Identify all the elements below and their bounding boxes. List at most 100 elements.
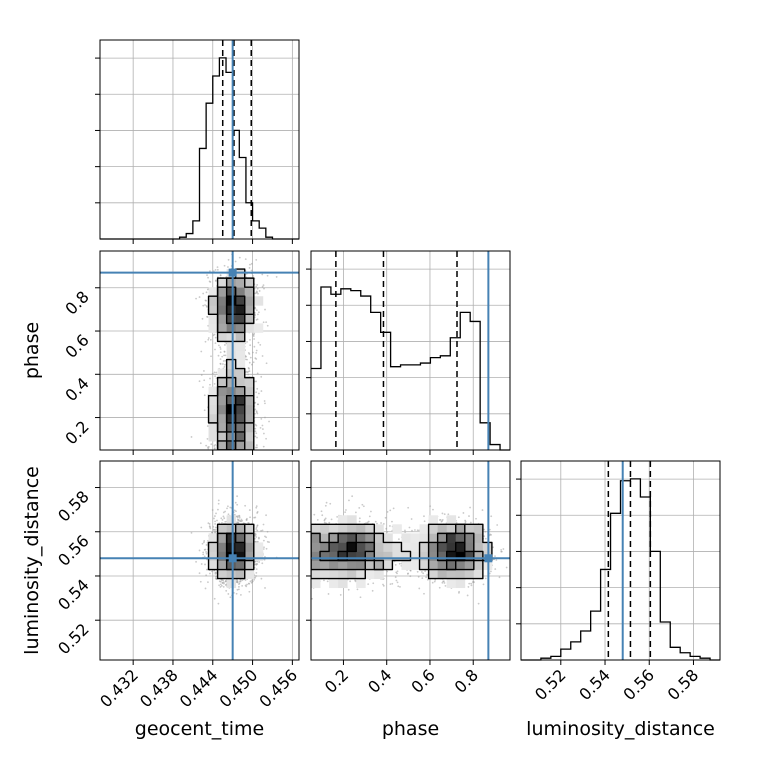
sample-point bbox=[219, 351, 222, 354]
sample-point bbox=[254, 423, 257, 426]
sample-point bbox=[216, 519, 218, 522]
sample-point bbox=[257, 403, 259, 406]
sample-point bbox=[261, 424, 264, 427]
sample-point bbox=[256, 396, 259, 399]
density-cell bbox=[208, 314, 218, 324]
sample-point bbox=[249, 356, 252, 359]
sample-point bbox=[255, 432, 258, 435]
density-cell bbox=[235, 440, 246, 450]
density-cell bbox=[208, 395, 218, 406]
sample-point bbox=[257, 341, 260, 344]
sample-point bbox=[203, 541, 205, 544]
sample-point bbox=[266, 324, 269, 327]
density-cell bbox=[226, 440, 237, 450]
sample-point bbox=[257, 313, 259, 316]
sample-point bbox=[213, 597, 216, 600]
sample-point bbox=[249, 344, 252, 347]
density-cell bbox=[226, 296, 237, 306]
sample-point bbox=[248, 582, 250, 585]
density-cell bbox=[244, 386, 255, 397]
sample-point bbox=[254, 430, 257, 433]
sample-point bbox=[213, 529, 216, 531]
density-cell bbox=[217, 431, 228, 442]
density-cell bbox=[235, 332, 246, 342]
sample-point bbox=[244, 504, 247, 507]
sample-point bbox=[219, 586, 222, 588]
density-cell bbox=[235, 368, 246, 379]
density-cell bbox=[226, 368, 237, 379]
density-cell bbox=[235, 305, 246, 315]
sample-point bbox=[224, 363, 226, 366]
sample-point bbox=[258, 290, 261, 292]
sample-point bbox=[251, 363, 253, 366]
sample-point bbox=[223, 350, 226, 353]
density-cell bbox=[253, 296, 264, 306]
sample-point bbox=[256, 318, 259, 321]
sample-point bbox=[202, 386, 204, 389]
sample-point bbox=[252, 335, 255, 338]
density-cell bbox=[253, 323, 264, 333]
sample-point bbox=[218, 344, 220, 347]
sample-point bbox=[219, 583, 222, 586]
sample-point bbox=[248, 361, 251, 364]
sample-point bbox=[198, 296, 201, 298]
sample-point bbox=[254, 357, 257, 360]
density-cell bbox=[235, 323, 246, 333]
sample-point bbox=[227, 258, 230, 261]
sample-point bbox=[223, 366, 226, 368]
sample-point bbox=[262, 284, 265, 287]
sample-point bbox=[207, 581, 209, 584]
sample-point bbox=[215, 371, 218, 374]
sample-point bbox=[246, 371, 249, 374]
sample-point bbox=[209, 572, 211, 575]
sample-point bbox=[203, 370, 205, 372]
density-cell bbox=[217, 368, 228, 379]
sample-point bbox=[254, 292, 257, 295]
panel-background bbox=[311, 251, 510, 450]
sample-point bbox=[219, 346, 222, 349]
sample-point bbox=[255, 410, 258, 413]
density-cell bbox=[235, 341, 246, 351]
sample-point bbox=[202, 292, 205, 295]
sample-point bbox=[223, 264, 226, 267]
density-cell bbox=[235, 395, 246, 406]
contour-line bbox=[225, 295, 246, 424]
sample-point bbox=[260, 529, 262, 532]
sample-point bbox=[207, 446, 210, 448]
sample-point bbox=[254, 427, 257, 430]
sample-point bbox=[209, 383, 211, 386]
sample-point bbox=[255, 575, 257, 577]
sample-point bbox=[236, 515, 239, 518]
sample-point bbox=[212, 270, 215, 273]
sample-point bbox=[217, 354, 220, 357]
sample-point bbox=[268, 420, 270, 423]
density-cell bbox=[244, 404, 255, 415]
sample-point bbox=[256, 387, 259, 390]
density-cell bbox=[244, 305, 255, 315]
density-cell bbox=[217, 422, 228, 433]
sample-point bbox=[263, 287, 265, 290]
panel-geocent_time-vs-luminosity_distance bbox=[95, 460, 300, 665]
sample-point bbox=[263, 400, 266, 402]
sample-point bbox=[224, 354, 227, 357]
density-cell bbox=[208, 404, 218, 415]
sample-point bbox=[204, 340, 207, 343]
sample-point bbox=[210, 355, 212, 358]
density-cell bbox=[226, 431, 237, 442]
sample-point bbox=[275, 276, 278, 278]
density-cell bbox=[244, 377, 255, 388]
sample-point bbox=[257, 311, 260, 314]
sample-point bbox=[209, 377, 211, 380]
density-cell bbox=[235, 278, 246, 288]
sample-point bbox=[259, 426, 262, 429]
density-cell bbox=[235, 404, 246, 415]
sample-point bbox=[224, 359, 227, 362]
sample-point bbox=[214, 528, 217, 531]
density-cell bbox=[217, 440, 228, 450]
density-cell bbox=[244, 296, 255, 306]
sample-point bbox=[266, 530, 269, 533]
sample-point bbox=[203, 379, 206, 382]
sample-point bbox=[203, 394, 206, 397]
sample-point bbox=[255, 506, 258, 509]
